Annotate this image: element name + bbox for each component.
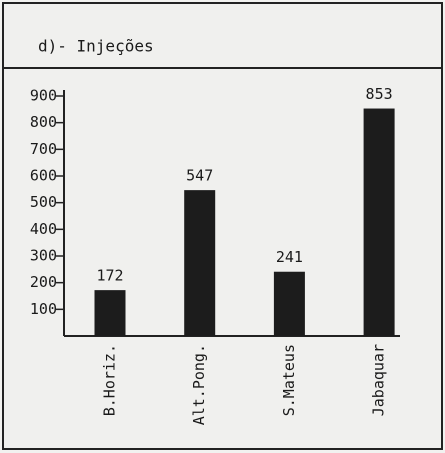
value-label: 172 [96,267,123,285]
bar [273,271,305,336]
x-tick-label: Alt.Pong. [190,344,208,425]
chart-title: d)- Injeções [38,37,154,56]
bar [363,108,395,337]
y-tick-label: 600 [30,167,57,185]
y-tick-label: 800 [30,113,57,131]
y-tick-label: 300 [30,247,57,265]
x-tick-label: Jabaquar [370,344,388,416]
y-tick-label: 200 [30,273,57,291]
x-tick-label: S.Mateus [280,344,298,416]
y-tick-label: 100 [30,300,57,318]
x-tick-label: B.Horiz. [101,344,119,416]
value-label: 853 [366,85,393,103]
y-tick-label: 400 [30,220,57,238]
y-tick-label: 900 [30,87,57,105]
y-tick-label: 500 [30,193,57,211]
bar [94,290,126,336]
y-tick-label: 700 [30,140,57,158]
value-label: 547 [186,167,213,185]
value-label: 241 [276,248,303,266]
bar [184,190,216,336]
